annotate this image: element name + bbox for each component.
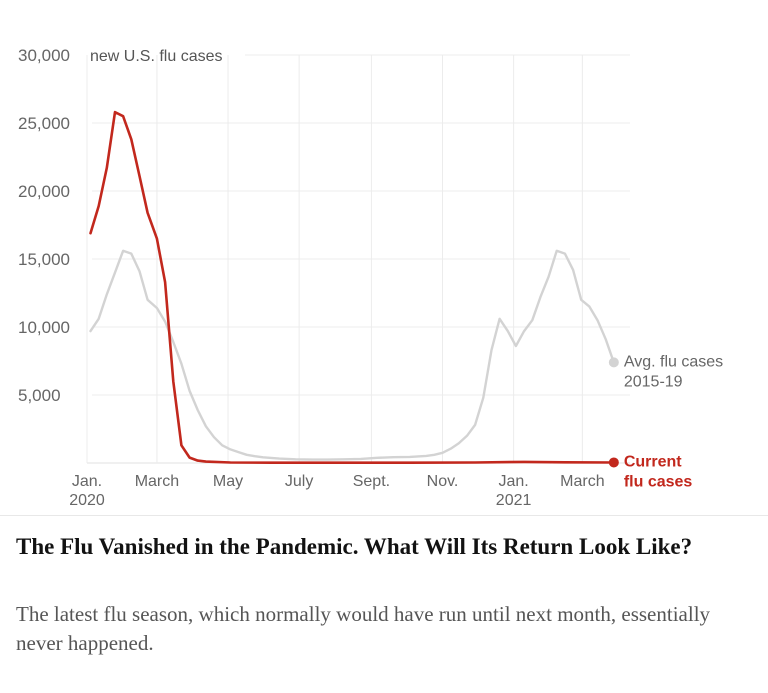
- x-tick-label: Sept.: [353, 473, 390, 490]
- x-tick-year-label: 2021: [496, 492, 532, 509]
- series-end-marker: [608, 357, 619, 368]
- x-tick-label: July: [285, 473, 313, 490]
- grid-lines: [86, 54, 630, 464]
- series-end-labels: Avg. flu cases 2015-19 Current flu cases: [624, 353, 723, 490]
- chart-divider: [0, 515, 768, 516]
- y-tick-label: 20,000: [18, 182, 70, 201]
- y-tick-label: 15,000: [18, 250, 70, 269]
- y-tick-label: 30,000: [18, 46, 70, 65]
- series-end-label: 2015-19: [624, 373, 683, 390]
- series-line-current: [89, 110, 616, 464]
- series-end-marker: [608, 457, 619, 468]
- x-tick-label: Jan.: [498, 473, 528, 490]
- x-tick-label: Nov.: [427, 473, 459, 490]
- x-axis-ticks: Jan. 2020 March May July Sept. Nov. Jan. 2021 Mar…: [69, 473, 604, 509]
- y-tick-label: 5,000: [18, 386, 61, 405]
- article-headline[interactable]: The Flu Vanished in the Pandemic. What W…: [16, 534, 693, 559]
- series-lines: [89, 110, 619, 468]
- article-summary: The latest flu season, which normally wo…: [16, 602, 711, 655]
- series-line-average: [89, 249, 615, 461]
- series-end-label: Avg. flu cases: [624, 353, 723, 370]
- flu-cases-chart: 30,000 25,000 20,000 15,000 10,000 5,000 new …: [18, 46, 723, 509]
- y-axis-ticks: 30,000 25,000 20,000 15,000 10,000 5,000: [18, 46, 70, 405]
- x-tick-label: March: [560, 473, 604, 490]
- x-tick-label: March: [135, 473, 179, 490]
- series-end-label: flu cases: [624, 473, 693, 490]
- x-tick-year-label: 2020: [69, 492, 105, 509]
- y-tick-label: 10,000: [18, 318, 70, 337]
- x-tick-label: May: [213, 473, 243, 490]
- y-axis-label: new U.S. flu cases: [90, 48, 223, 65]
- x-tick-label: Jan.: [72, 473, 102, 490]
- series-end-label: Current: [624, 453, 682, 470]
- y-tick-label: 25,000: [18, 114, 70, 133]
